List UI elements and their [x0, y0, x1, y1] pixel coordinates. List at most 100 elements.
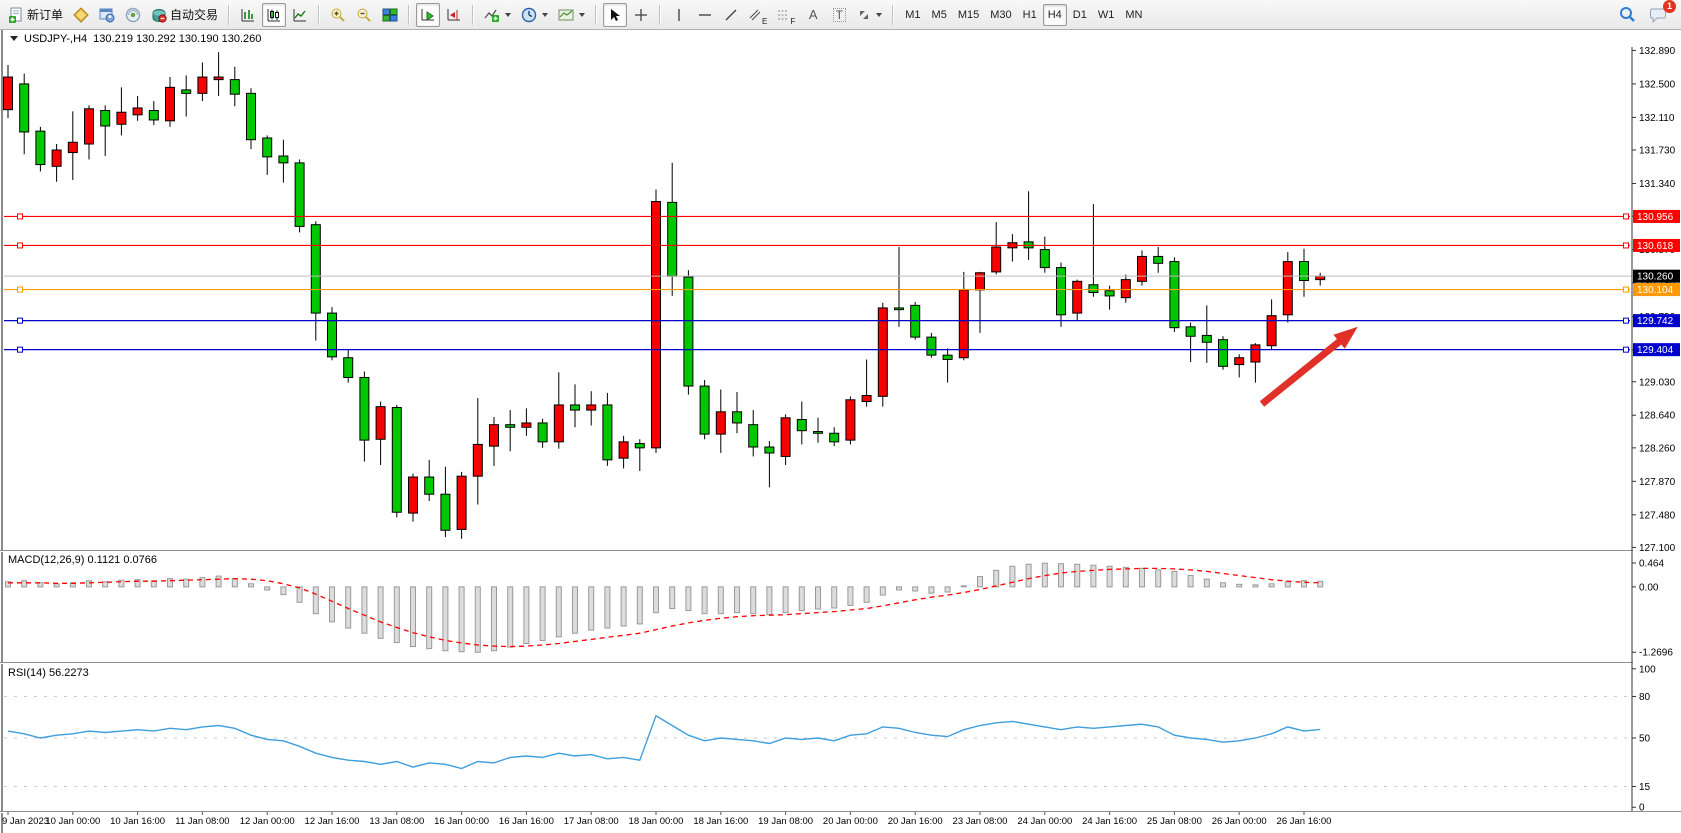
- candle-body: [310, 224, 321, 314]
- tile-windows-button[interactable]: [378, 3, 402, 27]
- new-order-label: 新订单: [27, 8, 64, 22]
- candle-body: [1234, 357, 1245, 366]
- cursor-button[interactable]: [603, 2, 628, 27]
- price-tick-label: 127.480: [1639, 510, 1676, 521]
- time-axis-label: 10 Jan 16:00: [110, 816, 165, 827]
- time-axis-label: 17 Jan 08:00: [564, 816, 619, 827]
- trendline-button[interactable]: [719, 3, 743, 27]
- price-line-label: 130.104: [1637, 285, 1674, 296]
- candle-body: [1120, 279, 1131, 299]
- macd-histogram-bar: [1009, 565, 1016, 588]
- timeframe-button-m15[interactable]: M15: [953, 4, 984, 26]
- candle-body: [424, 476, 435, 495]
- macd-histogram-bar: [1317, 580, 1324, 588]
- candle-body: [343, 357, 354, 378]
- price-line-handle[interactable]: [17, 213, 23, 220]
- time-axis-label: 20 Jan 00:00: [823, 816, 878, 827]
- time-axis-label: 24 Jan 00:00: [1017, 816, 1072, 827]
- navigator-button[interactable]: [121, 3, 145, 27]
- candle-body: [1185, 326, 1196, 337]
- timeframe-button-w1[interactable]: W1: [1093, 4, 1120, 26]
- new-chart-button[interactable]: [69, 3, 93, 27]
- crosshair-button[interactable]: [629, 3, 653, 27]
- candle-body: [958, 289, 969, 359]
- timeframe-button-h4[interactable]: H4: [1042, 3, 1067, 26]
- rsi-tick-label: 15: [1639, 782, 1651, 793]
- price-line-handle[interactable]: [1623, 242, 1629, 249]
- candle-body: [1201, 334, 1212, 343]
- time-axis-label: 26 Jan 00:00: [1212, 816, 1267, 827]
- toolbar: 新订单 自动交易: [0, 0, 1681, 30]
- macd-histogram-bar: [653, 586, 659, 614]
- chart-shift-icon: [447, 8, 461, 20]
- price-axis-panel: [1633, 30, 1681, 811]
- macd-histogram-bar: [1220, 582, 1226, 588]
- price-line-handle[interactable]: [1623, 346, 1629, 353]
- periods-button[interactable]: [517, 3, 552, 27]
- zoom-out-button[interactable]: [352, 3, 376, 27]
- candle-body: [1023, 241, 1034, 249]
- notifications-button[interactable]: 1: [1646, 0, 1676, 27]
- price-line-handle[interactable]: [1623, 317, 1629, 324]
- timeframe-button-d1[interactable]: D1: [1068, 4, 1092, 26]
- bar-chart-button[interactable]: [236, 3, 260, 27]
- timeframe-button-mn[interactable]: MN: [1120, 4, 1147, 26]
- time-axis-label: 10 Jan 00:00: [45, 816, 100, 827]
- new-order-button[interactable]: 新订单: [4, 3, 67, 27]
- market-watch-icon: [99, 8, 115, 22]
- candlestick-chart-button[interactable]: [262, 2, 287, 27]
- zoom-in-button[interactable]: [326, 3, 350, 27]
- macd-histogram-bar: [215, 575, 222, 588]
- candle-body: [1266, 315, 1277, 347]
- candle-body: [667, 201, 678, 277]
- templates-button[interactable]: [554, 3, 589, 27]
- macd-histogram-bar: [555, 586, 562, 638]
- time-axis-label: 18 Jan 16:00: [693, 816, 748, 827]
- timeframe-button-m1[interactable]: M1: [900, 4, 925, 26]
- macd-histogram-bar: [491, 586, 497, 652]
- chart-shift-button[interactable]: [442, 3, 466, 27]
- auto-trading-button[interactable]: 自动交易: [147, 3, 222, 27]
- price-line-handle[interactable]: [17, 242, 23, 249]
- price-line-handle[interactable]: [17, 317, 23, 324]
- macd-histogram-bar: [410, 586, 416, 648]
- equidistant-channel-button[interactable]: E: [745, 3, 771, 27]
- trend-arrow-annotation[interactable]: [1259, 330, 1353, 407]
- candle-body: [796, 419, 807, 432]
- macd-histogram-bar: [199, 577, 206, 588]
- rsi-tick-label: 50: [1639, 734, 1651, 745]
- toolbar-separator: [892, 4, 895, 25]
- text-label-button[interactable]: T: [827, 3, 851, 27]
- price-line-handle[interactable]: [1623, 213, 1629, 220]
- line-chart-button[interactable]: [288, 3, 312, 27]
- time-axis-label: 23 Jan 08:00: [953, 816, 1008, 827]
- macd-histogram-bar: [361, 586, 368, 634]
- search-button[interactable]: [1615, 3, 1640, 27]
- price-line-handle[interactable]: [1623, 286, 1629, 293]
- price-line-label: 129.404: [1637, 345, 1674, 356]
- horizontal-line-button[interactable]: [693, 3, 717, 27]
- market-watch-button[interactable]: [95, 3, 119, 27]
- line-chart-icon: [293, 8, 307, 21]
- auto-scroll-button[interactable]: [416, 2, 441, 27]
- text-button[interactable]: A: [801, 3, 825, 27]
- price-line-handle[interactable]: [17, 286, 23, 293]
- arrows-tool-button[interactable]: [853, 3, 886, 27]
- macd-histogram-bar: [183, 578, 190, 588]
- timeframe-button-m5[interactable]: M5: [927, 4, 952, 26]
- vertical-line-button[interactable]: [667, 3, 691, 27]
- price-line-handle[interactable]: [17, 346, 23, 353]
- chart-menu-icon[interactable]: [10, 36, 18, 41]
- fibonacci-button[interactable]: F: [773, 3, 799, 27]
- template-icon: [558, 9, 574, 20]
- macd-histogram-bar: [669, 586, 676, 609]
- candle-body: [262, 137, 273, 158]
- macd-histogram-bar: [717, 586, 724, 615]
- indicators-button[interactable]: [480, 3, 515, 27]
- time-axis-label: 16 Jan 16:00: [499, 816, 554, 827]
- price-tick-label: 132.500: [1639, 79, 1676, 90]
- timeframe-button-h1[interactable]: H1: [1018, 4, 1042, 26]
- timeframe-button-m30[interactable]: M30: [985, 4, 1016, 26]
- candle-body: [1315, 275, 1326, 281]
